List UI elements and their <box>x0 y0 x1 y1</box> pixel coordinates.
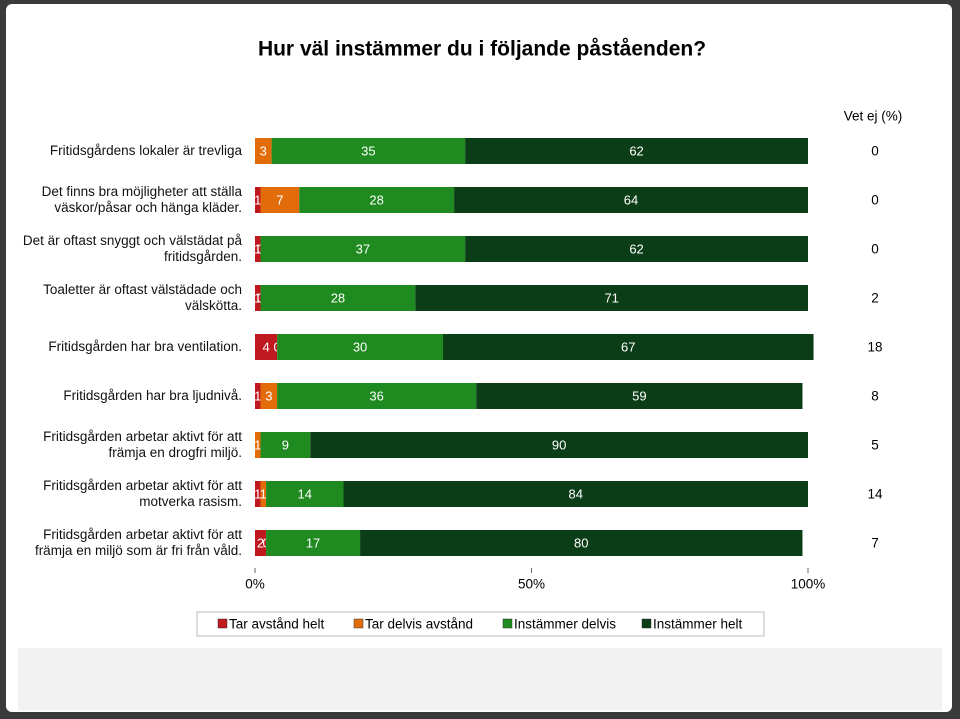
bar-segment <box>260 285 416 311</box>
bar-segment <box>343 481 808 507</box>
value-label: 64 <box>624 192 638 207</box>
value-label: 7 <box>276 192 283 207</box>
value-label: 3 <box>260 143 267 158</box>
category-label: Det är oftast snyggt och välstädat på fr… <box>22 233 242 264</box>
bar-segment <box>415 285 808 311</box>
bar-segment <box>266 481 344 507</box>
value-label: 80 <box>574 535 588 550</box>
bar-segment <box>310 432 808 458</box>
extra-value: 14 <box>867 487 883 502</box>
bar-segment <box>271 138 466 164</box>
value-label: 36 <box>369 388 383 403</box>
x-tick-label: 100% <box>791 577 826 592</box>
value-label: 1 <box>254 192 261 207</box>
bar-segment <box>277 383 477 409</box>
category-label: Det finns bra möjligheter att ställa väs… <box>41 184 242 215</box>
bar-segment <box>260 383 278 409</box>
bar-segment <box>454 187 808 213</box>
bar-segment <box>260 187 300 213</box>
value-label: 3 <box>265 388 272 403</box>
value-label: 9 <box>282 437 289 452</box>
extra-value: 0 <box>871 193 879 208</box>
value-label: 35 <box>361 143 375 158</box>
value-label: 28 <box>331 290 345 305</box>
bar-segment <box>465 236 808 262</box>
bar-segment <box>255 432 261 458</box>
bar-segment <box>255 236 261 262</box>
legend-label: Tar delvis avstånd <box>365 617 473 632</box>
value-label: 90 <box>552 437 566 452</box>
value-label: 17 <box>306 535 320 550</box>
legend-swatch <box>641 618 652 629</box>
x-tick-label: 0% <box>245 577 265 592</box>
legend <box>196 611 765 637</box>
category-label: Fritidsgården har bra ventilation. <box>48 339 242 354</box>
bar-segment <box>260 432 311 458</box>
bar-segment <box>260 236 466 262</box>
value-label: 14 <box>298 486 312 501</box>
category-label: Fritidsgården arbetar aktivt för att mot… <box>43 478 242 509</box>
value-label: 37 <box>356 241 370 256</box>
value-label: 67 <box>621 339 635 354</box>
bar-segment <box>266 530 361 556</box>
value-label: 71 <box>604 290 618 305</box>
bar-segment <box>255 334 278 360</box>
category-label: Fritidsgården arbetar aktivt för att frä… <box>43 429 242 460</box>
legend-swatch <box>217 618 228 629</box>
bar-segment <box>360 530 803 556</box>
legend-swatch <box>502 618 513 629</box>
bar-segment <box>255 285 261 311</box>
category-label: Fritidsgårdens lokaler är trevliga <box>49 143 242 158</box>
value-label: 1 <box>254 437 261 452</box>
value-label: 2 <box>257 535 264 550</box>
bar-segment <box>476 383 803 409</box>
category-label: Toaletter är oftast välstädade och välsk… <box>43 282 242 313</box>
legend-label: Tar avstånd helt <box>229 617 325 632</box>
bar-segment <box>443 334 814 360</box>
value-label: 1 <box>254 388 261 403</box>
bar-segment <box>255 481 261 507</box>
extra-header: Vet ej (%) <box>844 109 903 124</box>
bar-segment <box>255 383 261 409</box>
bar-segment <box>255 138 272 164</box>
bar-segment <box>255 530 267 556</box>
legend-swatch <box>353 618 364 629</box>
category-label: Fritidsgården arbetar aktivt för att frä… <box>34 527 242 558</box>
extra-value: 8 <box>871 389 879 404</box>
value-label: 4 <box>262 339 269 354</box>
value-label: 1 <box>254 290 261 305</box>
value-label: 62 <box>629 143 643 158</box>
value-label: 62 <box>629 241 643 256</box>
legend-label: Instämmer delvis <box>514 617 616 632</box>
bar-segment <box>299 187 455 213</box>
bar-segment <box>465 138 808 164</box>
value-label: 1 <box>260 486 267 501</box>
value-label: 59 <box>632 388 646 403</box>
decoration-strip <box>18 648 942 710</box>
bar-segment <box>260 481 267 507</box>
extra-value: 18 <box>867 340 882 355</box>
value-label: 1 <box>254 241 261 256</box>
x-tick-label: 50% <box>518 577 545 592</box>
value-label: 30 <box>353 339 367 354</box>
extra-value: 0 <box>871 242 879 257</box>
bar-segment <box>255 187 261 213</box>
extra-value: 2 <box>871 291 879 306</box>
value-label: 84 <box>569 486 583 501</box>
value-label: 28 <box>369 192 383 207</box>
extra-value: 5 <box>871 438 879 453</box>
chart-title: Hur väl instämmer du i följande påståend… <box>258 38 706 61</box>
category-label: Fritidsgården har bra ljudnivå. <box>63 388 242 403</box>
extra-value: 7 <box>871 536 879 551</box>
legend-label: Instämmer helt <box>653 617 743 632</box>
extra-value: 0 <box>871 144 879 159</box>
value-label: 1 <box>254 486 261 501</box>
bar-segment <box>277 334 444 360</box>
